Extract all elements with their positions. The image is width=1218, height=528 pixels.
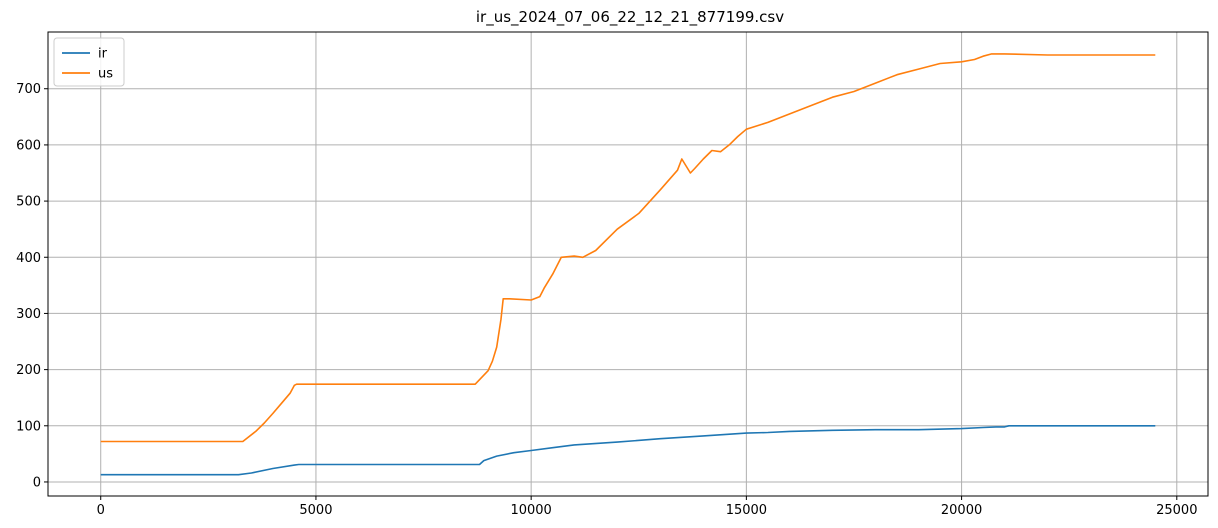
chart-title: ir_us_2024_07_06_22_12_21_877199.csv [476, 8, 784, 27]
legend: ir us [53, 37, 125, 87]
series-line-ir [100, 425, 1156, 476]
legend-label-us: us [98, 67, 113, 82]
series-line-us [100, 53, 1156, 443]
series-layer [100, 53, 1156, 476]
legend-label-ir: ir [98, 47, 108, 62]
x-tick-label: 5000 [299, 503, 332, 518]
y-tick-label: 400 [16, 251, 41, 266]
x-tick-label: 0 [97, 503, 105, 518]
x-tick-label: 15000 [726, 503, 767, 518]
y-tick-label: 600 [16, 138, 41, 153]
legend-box [53, 37, 125, 87]
y-tick-label: 100 [16, 419, 41, 434]
grid-lines [48, 32, 1208, 496]
axis-ticks: 0 5000 10000 15000 20000 25000 0 100 200 300 400 50… [16, 82, 1197, 518]
y-tick-label: 200 [16, 363, 41, 378]
y-tick-label: 500 [16, 195, 41, 210]
x-tick-label: 10000 [510, 503, 551, 518]
y-tick-label: 300 [16, 307, 41, 322]
x-tick-label: 20000 [941, 503, 982, 518]
y-tick-label: 0 [33, 475, 41, 490]
plot-frame [47, 31, 1209, 497]
x-tick-label: 25000 [1156, 503, 1197, 518]
y-tick-label: 700 [16, 82, 41, 97]
